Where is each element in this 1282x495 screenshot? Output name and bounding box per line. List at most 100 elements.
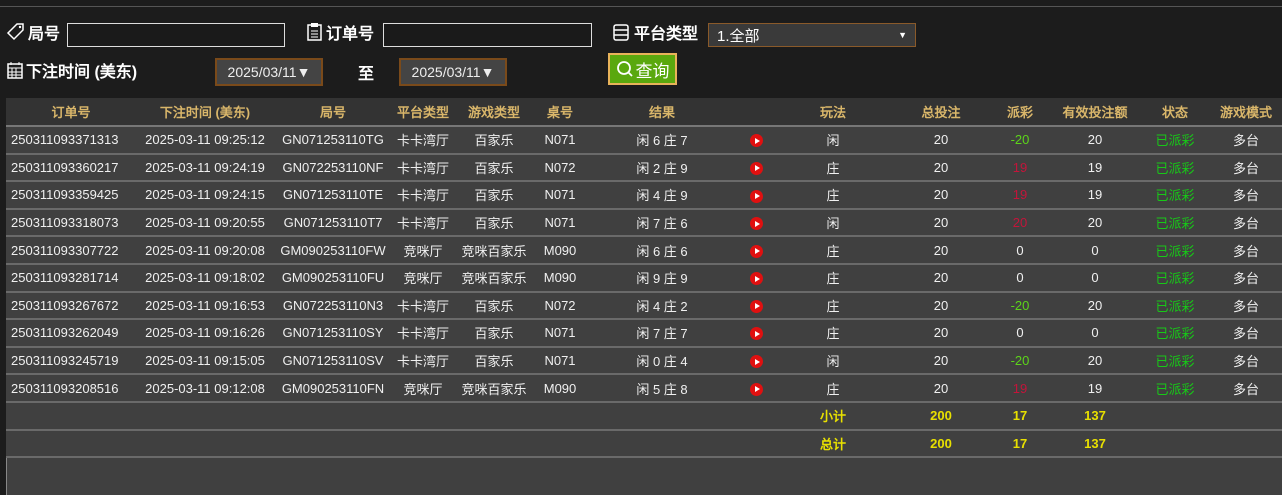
cell-status: 已派彩 <box>1140 153 1210 183</box>
cell-total-bet: 20 <box>892 126 990 155</box>
cell-bet-time: 2025-03-11 09:20:55 <box>136 208 274 238</box>
replay-cell[interactable] <box>738 181 774 210</box>
header-total-bet: 总投注 <box>892 98 990 127</box>
empty-cell <box>586 401 738 431</box>
cell-game-type: 竞咪百家乐 <box>454 263 534 293</box>
cell-result: 闲 6 庄 7 <box>586 126 738 155</box>
total-bet: 200 <box>892 429 990 459</box>
cell-status: 已派彩 <box>1140 346 1210 376</box>
cell-bet-time: 2025-03-11 09:18:02 <box>136 263 274 293</box>
cell-payout: 20 <box>990 208 1050 238</box>
cell-payout: -20 <box>990 346 1050 376</box>
order-input[interactable] <box>383 23 592 47</box>
replay-cell[interactable] <box>738 319 774 348</box>
replay-cell[interactable] <box>738 374 774 403</box>
cell-game-mode: 多台 <box>1210 181 1282 210</box>
empty-cell <box>1210 429 1282 459</box>
play-video-icon[interactable] <box>749 355 763 369</box>
empty-cell <box>738 401 774 431</box>
tag-icon <box>6 23 24 41</box>
bet-records-table: 订单号 下注时间 (美东) 局号 平台类型 游戏类型 桌号 结果 玩法 总投注 派彩 有效投注额 状态… <box>6 98 1282 459</box>
empty-cell <box>392 429 454 459</box>
header-bet-time: 下注时间 (美东) <box>136 98 274 127</box>
play-video-icon[interactable] <box>749 327 763 341</box>
replay-cell[interactable] <box>738 153 774 183</box>
date-from-picker[interactable]: 2025/03/11 ▼ <box>215 58 323 86</box>
cell-payout: 19 <box>990 181 1050 210</box>
cell-table-id: N072 <box>534 291 586 321</box>
header-platform: 平台类型 <box>392 98 454 127</box>
replay-cell[interactable] <box>738 346 774 376</box>
cell-platform: 卡卡湾厅 <box>392 153 454 183</box>
cell-payout: -20 <box>990 291 1050 321</box>
cell-platform: 卡卡湾厅 <box>392 346 454 376</box>
cell-bet-time: 2025-03-11 09:20:08 <box>136 236 274 265</box>
cell-game-mode: 多台 <box>1210 319 1282 348</box>
cell-bet-type: 庄 <box>774 181 892 210</box>
cell-game-mode: 多台 <box>1210 263 1282 293</box>
empty-cell <box>534 429 586 459</box>
cell-game-mode: 多台 <box>1210 346 1282 376</box>
cell-game-mode: 多台 <box>1210 374 1282 403</box>
replay-cell[interactable] <box>738 236 774 265</box>
play-video-icon[interactable] <box>749 382 763 396</box>
cell-round-id: GN071253110T7 <box>274 208 392 238</box>
play-video-icon[interactable] <box>749 244 763 258</box>
cell-order-id: 250311093208516 <box>6 374 136 403</box>
header-status: 状态 <box>1140 98 1210 127</box>
cell-valid-bet: 0 <box>1050 236 1140 265</box>
table-row: 250311093318073 2025-03-11 09:20:55 GN0712… <box>6 208 1282 238</box>
empty-cell <box>454 401 534 431</box>
cell-payout: 19 <box>990 374 1050 403</box>
cell-game-type: 百家乐 <box>454 291 534 321</box>
round-label: 局号 <box>6 20 60 44</box>
table-row: 250311093267672 2025-03-11 09:16:53 GN0722… <box>6 291 1282 321</box>
cell-bet-time: 2025-03-11 09:24:19 <box>136 153 274 183</box>
cell-result: 闲 0 庄 4 <box>586 346 738 376</box>
empty-cell <box>136 401 274 431</box>
replay-cell[interactable] <box>738 263 774 293</box>
cell-valid-bet: 20 <box>1050 291 1140 321</box>
cell-bet-time: 2025-03-11 09:24:15 <box>136 181 274 210</box>
replay-cell[interactable] <box>738 291 774 321</box>
cell-valid-bet: 19 <box>1050 374 1140 403</box>
cell-total-bet: 20 <box>892 319 990 348</box>
replay-cell[interactable] <box>738 208 774 238</box>
cell-game-mode: 多台 <box>1210 236 1282 265</box>
cell-round-id: GN072253110N3 <box>274 291 392 321</box>
play-video-icon[interactable] <box>749 161 763 175</box>
table-row: 250311093245719 2025-03-11 09:15:05 GN0712… <box>6 346 1282 376</box>
cell-status: 已派彩 <box>1140 236 1210 265</box>
cell-bet-type: 庄 <box>774 374 892 403</box>
cell-valid-bet: 20 <box>1050 346 1140 376</box>
play-video-icon[interactable] <box>749 272 763 286</box>
clipboard-icon <box>307 23 322 41</box>
round-input[interactable] <box>67 23 285 47</box>
cell-table-id: N071 <box>534 208 586 238</box>
cell-result: 闲 4 庄 2 <box>586 291 738 321</box>
empty-cell <box>738 429 774 459</box>
cell-platform: 卡卡湾厅 <box>392 181 454 210</box>
cell-round-id: GM090253110FU <box>274 263 392 293</box>
cell-total-bet: 20 <box>892 153 990 183</box>
play-video-icon[interactable] <box>749 299 763 313</box>
cell-result: 闲 9 庄 9 <box>586 263 738 293</box>
play-video-icon[interactable] <box>749 134 763 148</box>
date-to-picker[interactable]: 2025/03/11 ▼ <box>399 58 507 86</box>
cell-status: 已派彩 <box>1140 291 1210 321</box>
cell-payout: 0 <box>990 319 1050 348</box>
server-icon <box>613 24 629 41</box>
cell-table-id: N071 <box>534 126 586 155</box>
cell-bet-time: 2025-03-11 09:16:53 <box>136 291 274 321</box>
query-button[interactable]: 查询 <box>608 53 677 85</box>
header-valid-bet: 有效投注额 <box>1050 98 1140 127</box>
play-video-icon[interactable] <box>749 189 763 203</box>
cell-game-type: 百家乐 <box>454 208 534 238</box>
cell-platform: 卡卡湾厅 <box>392 319 454 348</box>
header-payout: 派彩 <box>990 98 1050 127</box>
platform-select[interactable]: 1.全部 ▼ <box>708 23 916 47</box>
play-video-icon[interactable] <box>749 217 763 231</box>
replay-cell[interactable] <box>738 126 774 155</box>
cell-total-bet: 20 <box>892 208 990 238</box>
cell-game-mode: 多台 <box>1210 291 1282 321</box>
